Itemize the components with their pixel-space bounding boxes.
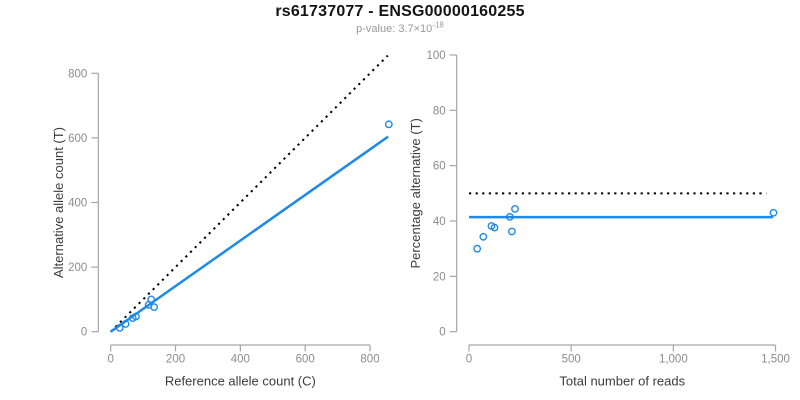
x-tick-label: 500 [562, 354, 581, 366]
pvalue-subtitle: p-value: 3.7×10-18 [0, 20, 800, 35]
figure-title: rs61737077 - ENSG00000160255 [275, 3, 525, 20]
data-point [769, 208, 778, 217]
data-point [150, 303, 159, 312]
x-tick-label: 0 [466, 354, 472, 366]
x-axis: 0 500 1,000 1,500 [466, 344, 790, 366]
percentage-vs-total-reads-scatter: 0 20 40 60 80 100 0 500 1,000 1,500 Total number o… [408, 50, 790, 389]
y-tick-label: 40 [433, 216, 446, 228]
y-axis-title: Alternative allele count (T) [51, 127, 66, 278]
data-point [147, 295, 156, 304]
y-axis: 0 200 400 600 800 [68, 68, 99, 339]
pvalue-exponent: -18 [432, 20, 444, 30]
x-tick-label: 400 [231, 354, 250, 366]
x-axis: 0 200 400 600 800 [107, 344, 380, 366]
allele-counts-scatter: 0 200 400 600 800 0 200 400 600 800 Reference alle… [51, 54, 393, 389]
y-tick-label: 0 [439, 327, 445, 339]
x-tick-label: 600 [296, 354, 315, 366]
data-point [132, 312, 140, 321]
y-tick-label: 800 [68, 68, 87, 80]
x-axis-title: Reference allele count (C) [165, 374, 316, 389]
data-point [511, 204, 519, 213]
y-axis-title: Percentage alternative (T) [408, 118, 423, 268]
y-tick-label: 0 [81, 327, 87, 339]
x-tick-label: 200 [166, 354, 185, 366]
data-point [115, 323, 124, 332]
y-tick-label: 200 [68, 262, 87, 274]
y-tick-label: 60 [433, 161, 446, 173]
data-point [384, 120, 393, 129]
y-tick-label: 100 [427, 50, 446, 62]
x-axis-title: Total number of reads [559, 374, 685, 389]
pvalue-text: p-value: 3.7×10 [356, 23, 433, 35]
x-tick-label: 1,000 [659, 354, 688, 366]
y-axis: 0 20 40 60 80 100 [427, 50, 458, 339]
data-point [121, 320, 130, 328]
y-tick-label: 80 [433, 105, 446, 117]
x-tick-label: 1,500 [761, 354, 790, 366]
data-point [479, 232, 488, 241]
x-tick-label: 0 [107, 354, 113, 366]
data-point [508, 227, 516, 236]
y-tick-label: 400 [68, 198, 87, 210]
identity-line [109, 54, 389, 333]
data-point [473, 244, 482, 253]
fit-line [109, 135, 389, 333]
data-point [490, 223, 499, 232]
y-tick-label: 600 [68, 133, 87, 145]
x-tick-label: 800 [360, 354, 379, 366]
data-point [505, 212, 514, 221]
y-tick-label: 20 [433, 271, 446, 283]
